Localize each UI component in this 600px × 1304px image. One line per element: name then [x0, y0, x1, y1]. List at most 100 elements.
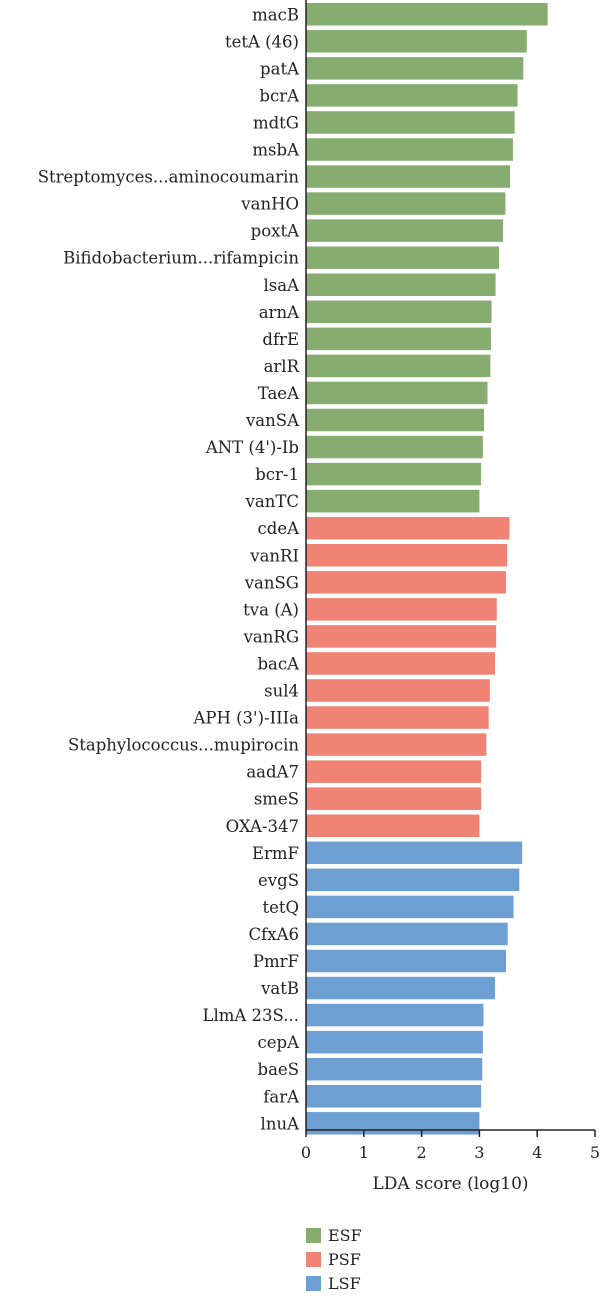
category-label: patA: [260, 59, 300, 78]
legend-label: ESF: [328, 1226, 362, 1245]
category-label: poxtA: [251, 222, 300, 241]
x-tick-label: 4: [532, 1143, 542, 1162]
category-label: bcrA: [259, 86, 300, 105]
bar: [306, 327, 491, 351]
bars-layer: [306, 3, 548, 1135]
category-label: ErmF: [252, 844, 299, 863]
bar: [306, 3, 548, 26]
category-label: sul4: [264, 682, 299, 701]
bar: [306, 192, 506, 215]
category-label: ANT (4')-Ib: [205, 438, 299, 457]
bar: [306, 165, 511, 188]
category-label: lsaA: [264, 276, 301, 295]
category-label: dfrE: [262, 330, 299, 349]
bar: [306, 84, 518, 107]
category-label: mdtG: [253, 113, 299, 132]
category-label: tetQ: [262, 898, 299, 917]
category-label: arnA: [259, 303, 300, 322]
category-label: Staphylococcus...mupirocin: [68, 736, 299, 755]
category-label: vanSG: [244, 573, 299, 592]
category-label: OXA-347: [226, 817, 299, 836]
bar: [306, 625, 497, 648]
category-label: farA: [263, 1087, 300, 1106]
category-label: bacA: [257, 654, 300, 673]
bar: [306, 733, 487, 756]
x-tick-label: 5: [590, 1143, 600, 1162]
bar: [306, 976, 496, 1000]
bar: [306, 1003, 484, 1027]
category-label: msbA: [252, 141, 300, 160]
category-label: evgS: [258, 871, 299, 890]
category-label: vanHO: [240, 195, 299, 214]
x-tick-label: 3: [474, 1143, 484, 1162]
category-label: vatB: [260, 979, 299, 998]
category-label: smeS: [254, 790, 299, 809]
bar: [306, 1112, 480, 1135]
category-label: vanRG: [243, 627, 299, 646]
category-label: cdeA: [258, 519, 301, 538]
bar: [306, 544, 508, 567]
category-label: vanRI: [249, 546, 299, 565]
bar: [306, 760, 482, 783]
category-label: baeS: [258, 1060, 299, 1079]
bar: [306, 300, 492, 324]
x-tick-label: 0: [301, 1143, 311, 1162]
bar: [306, 273, 496, 296]
category-labels: macB tetA (46) patA bcrA mdtG msbA Streptomyce…: [38, 5, 300, 1133]
bar: [306, 354, 491, 378]
legend-label: PSF: [328, 1250, 361, 1269]
bar: [306, 652, 496, 675]
legend: ESF PSF LSF: [306, 1226, 362, 1293]
category-label: aadA7: [246, 763, 299, 782]
bar: [306, 706, 489, 729]
bar: [306, 435, 483, 459]
legend-label: LSF: [328, 1274, 361, 1293]
legend-swatch: [306, 1228, 321, 1243]
bar: [306, 571, 506, 594]
category-label: vanTC: [245, 492, 299, 511]
bar: [306, 30, 527, 53]
category-label: Bifidobacterium...rifampicin: [63, 249, 299, 268]
bar: [306, 895, 514, 919]
category-label: cepA: [258, 1033, 301, 1052]
bar: [306, 408, 485, 432]
x-axis: 0 1 2 3 4 5 LDA score (log10): [301, 0, 600, 1194]
bar: [306, 111, 515, 134]
category-label: LlmA 23S...: [203, 1006, 300, 1025]
bar: [306, 138, 513, 161]
bar: [306, 246, 500, 269]
category-label: macB: [252, 5, 299, 24]
bar: [306, 787, 482, 810]
category-label: APH (3')-IIIa: [192, 709, 299, 728]
legend-swatch: [306, 1252, 321, 1267]
category-label: tva (A): [243, 600, 299, 619]
bar: [306, 462, 482, 486]
bar: [306, 219, 504, 242]
category-label: lnuA: [261, 1114, 301, 1133]
bar: [306, 814, 480, 837]
bar: [306, 922, 508, 946]
category-label: tetA (46): [225, 32, 299, 51]
bar: [306, 868, 520, 892]
x-axis-title: LDA score (log10): [372, 1174, 528, 1194]
category-label: Streptomyces...aminocoumarin: [38, 168, 300, 187]
bar: [306, 1057, 483, 1081]
category-label: bcr-1: [255, 465, 299, 484]
bar: [306, 841, 523, 865]
bar: [306, 679, 490, 702]
bar: [306, 57, 524, 80]
x-tick-label: 2: [417, 1143, 427, 1162]
x-axis-ticks: 0 1 2 3 4 5: [301, 1130, 600, 1162]
category-label: PmrF: [253, 952, 299, 971]
bar: [306, 949, 506, 973]
category-label: TaeA: [258, 384, 300, 403]
legend-swatch: [306, 1276, 321, 1291]
bar: [306, 598, 497, 621]
bar: [306, 516, 510, 540]
bar: [306, 381, 488, 405]
bar: [306, 1085, 482, 1108]
bar: [306, 1030, 483, 1054]
category-label: CfxA6: [249, 925, 299, 944]
bar: [306, 489, 480, 513]
